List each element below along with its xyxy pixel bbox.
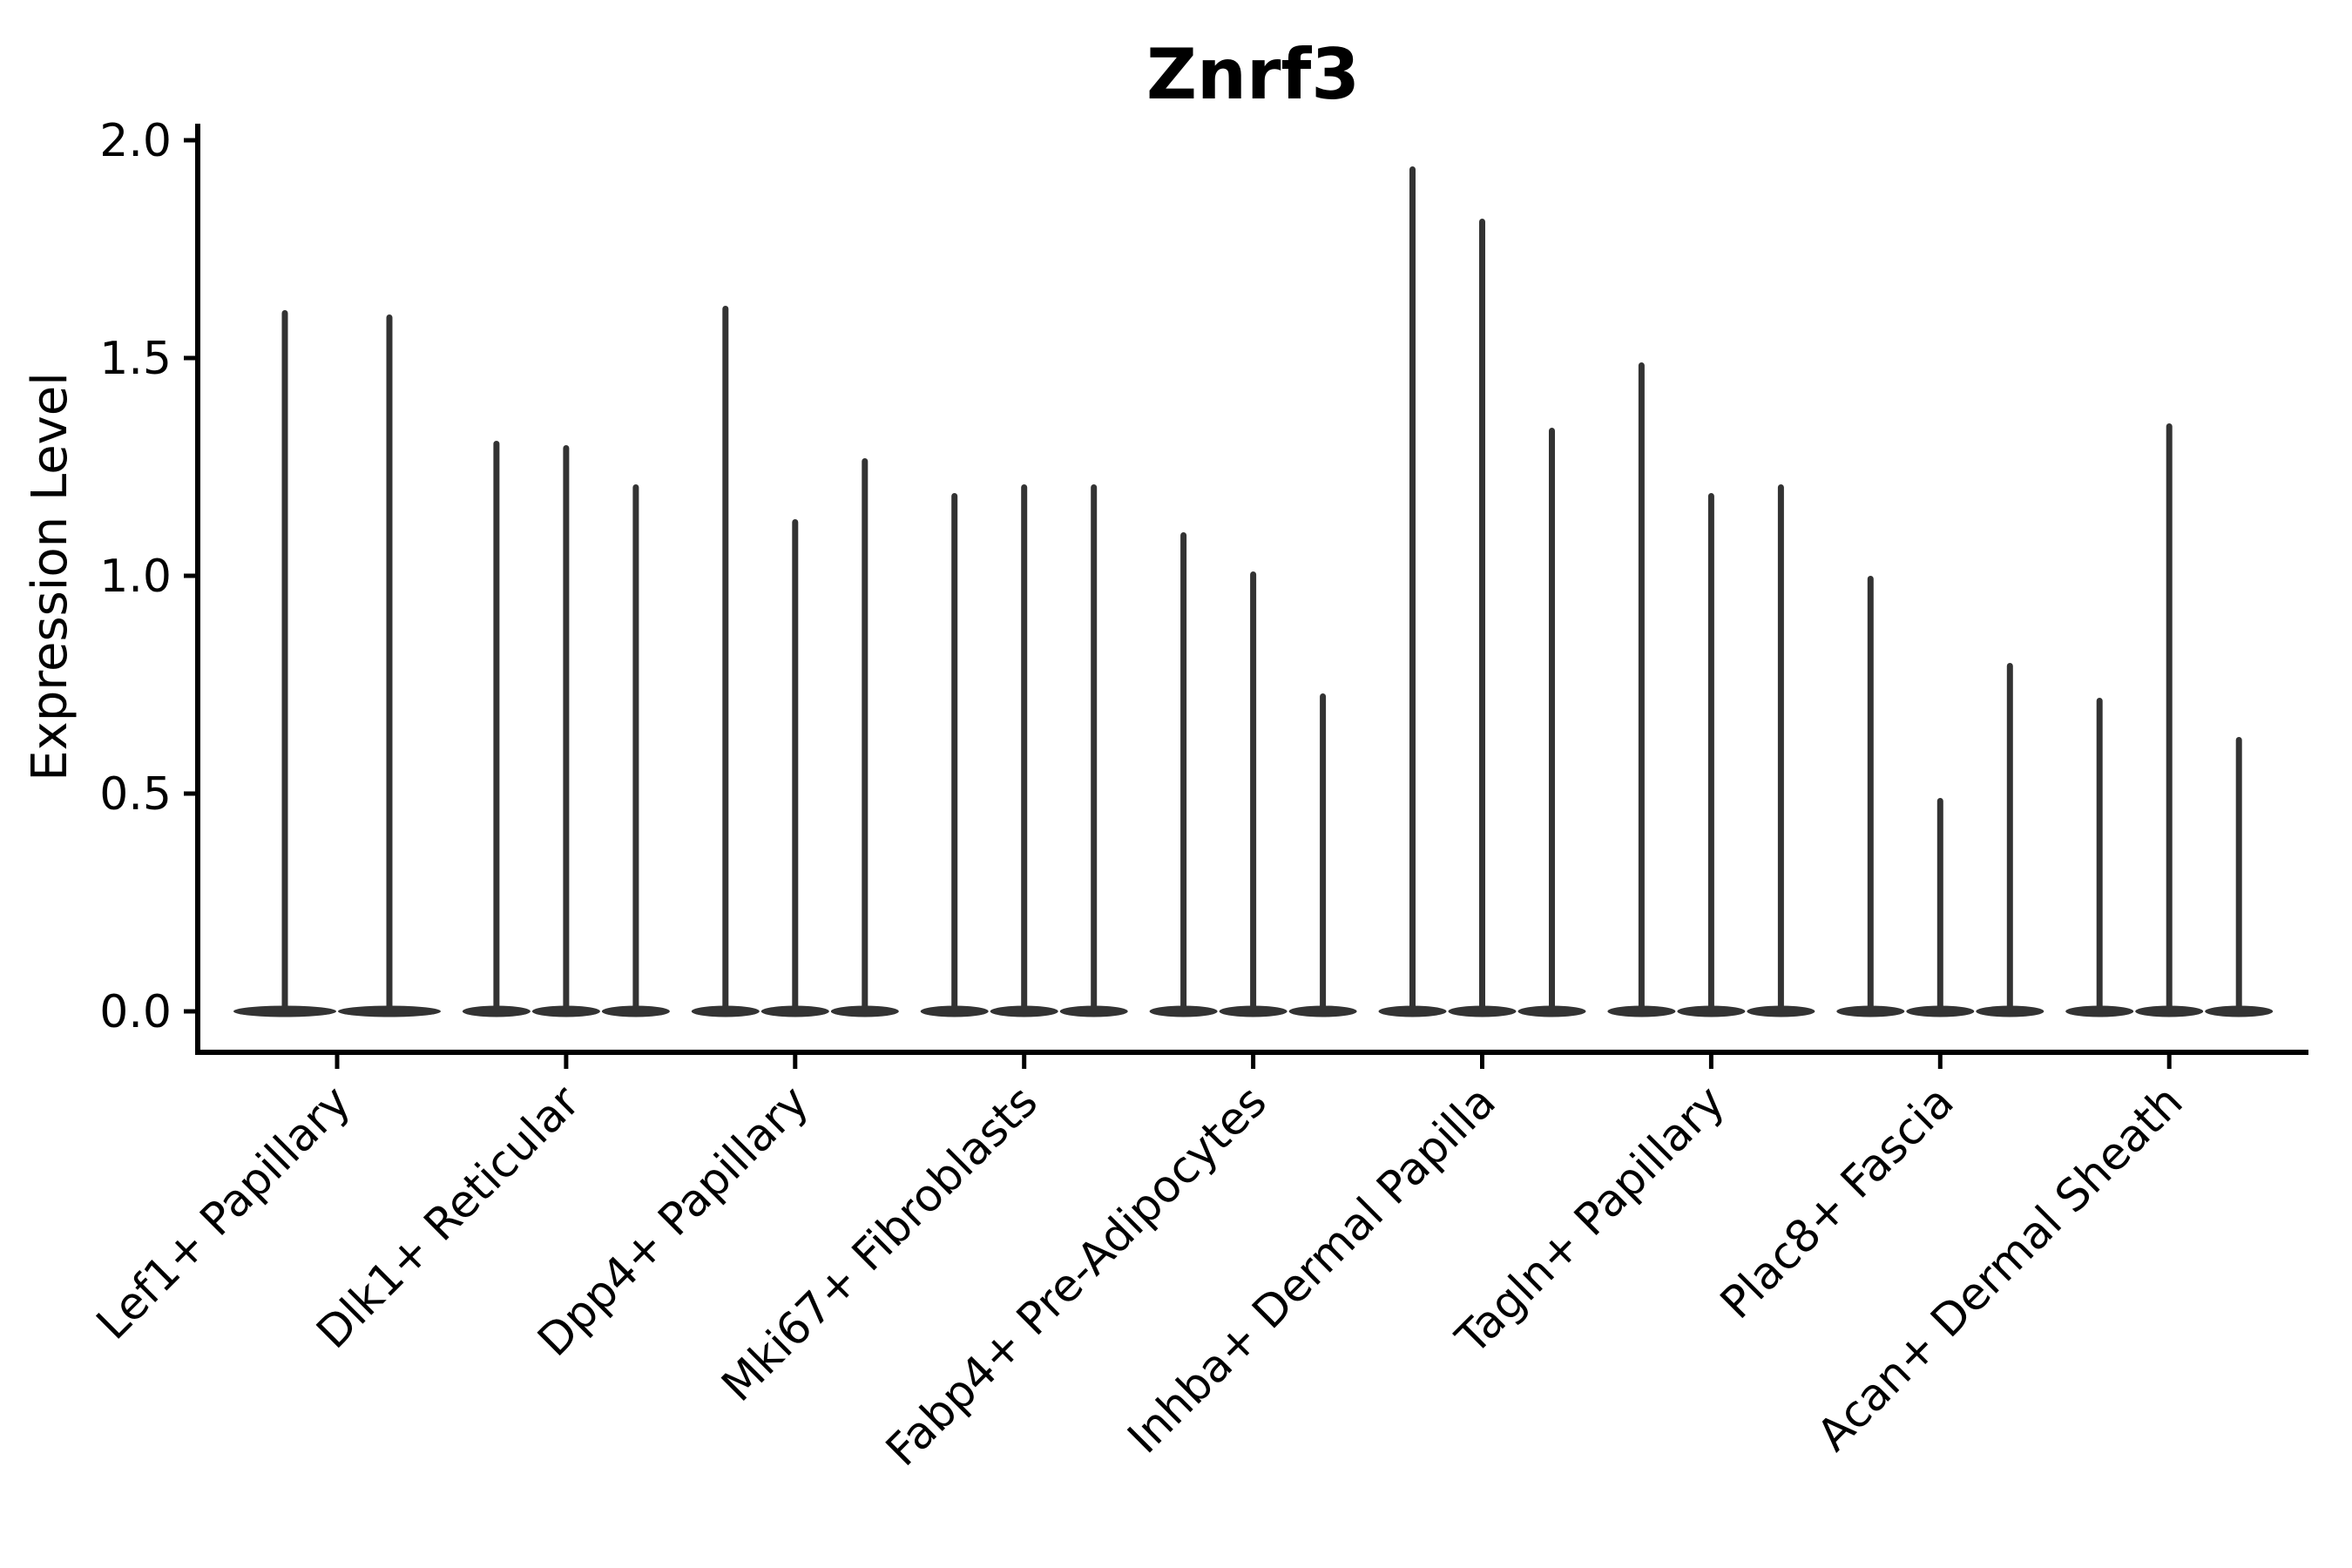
y-tick-label: 2.0 — [99, 115, 172, 167]
x-tick-label: Inhba+ Dermal Papilla — [1119, 1076, 1506, 1463]
violin-base — [1677, 1005, 1746, 1017]
y-tick-label: 1.5 — [99, 333, 172, 385]
violin-spike — [722, 306, 729, 1011]
violin-base — [1378, 1005, 1447, 1017]
violin-base — [462, 1005, 531, 1017]
violin-base — [1976, 1005, 2044, 1017]
x-tick-label: Plac8+ Fascia — [1711, 1076, 1963, 1328]
violin-spike — [1409, 166, 1416, 1011]
violin-base — [1059, 1005, 1128, 1017]
y-tick-label: 1.0 — [99, 551, 172, 603]
violin-spike — [1180, 532, 1187, 1011]
violin-spike — [862, 458, 868, 1011]
violin-spike — [2235, 737, 2242, 1011]
violin-spike — [2166, 423, 2173, 1011]
violin-base — [1219, 1005, 1288, 1017]
violin-base — [601, 1005, 670, 1017]
violin-base — [990, 1005, 1058, 1017]
violin-spike — [1638, 362, 1645, 1011]
violin-spike — [1250, 571, 1257, 1011]
violin-base — [1836, 1005, 1905, 1017]
violin-spike — [1707, 493, 1714, 1011]
chart-title: Znrf3 — [1146, 34, 1360, 115]
y-tick-label: 0.0 — [99, 986, 172, 1038]
violin-spike — [1549, 428, 1555, 1011]
violin-spike — [792, 519, 799, 1011]
violin-spike — [1867, 576, 1874, 1011]
violin-base — [691, 1005, 760, 1017]
violin-base — [233, 1005, 336, 1017]
violin-spike — [386, 314, 393, 1011]
violin-base — [1747, 1005, 1815, 1017]
violin-base — [830, 1005, 899, 1017]
violin-spike — [493, 441, 500, 1011]
violin-spike — [1021, 484, 1028, 1011]
violin-spike — [2006, 663, 2013, 1011]
violin-base — [1906, 1005, 1975, 1017]
violin-spike — [951, 493, 958, 1011]
violin-base — [1607, 1005, 1676, 1017]
x-tick-label: Acan+ Dermal Sheath — [1808, 1076, 2193, 1461]
violin-base — [338, 1005, 441, 1017]
violin-base — [1149, 1005, 1218, 1017]
violin-spike — [281, 310, 288, 1011]
violin-base — [2065, 1005, 2134, 1017]
violin-base — [531, 1005, 600, 1017]
violin-base — [1448, 1005, 1517, 1017]
violin-spike — [1479, 219, 1485, 1011]
violin-base — [760, 1005, 829, 1017]
violin-spike — [632, 484, 639, 1011]
violin-spike — [1936, 798, 1943, 1011]
violin-base — [920, 1005, 989, 1017]
violin-base — [2205, 1005, 2274, 1017]
violin-base — [1517, 1005, 1586, 1017]
violin-spike — [1777, 484, 1784, 1011]
violin-base — [1288, 1005, 1357, 1017]
violin-spike — [2096, 698, 2103, 1011]
violin-spike — [1091, 484, 1098, 1011]
violin-spike — [1320, 693, 1327, 1011]
violin-base — [2135, 1005, 2204, 1017]
violin-spike — [563, 445, 570, 1011]
x-tick-label: Fabp4+ Pre-Adipocytes — [876, 1076, 1276, 1476]
y-tick-label: 0.5 — [99, 768, 172, 821]
